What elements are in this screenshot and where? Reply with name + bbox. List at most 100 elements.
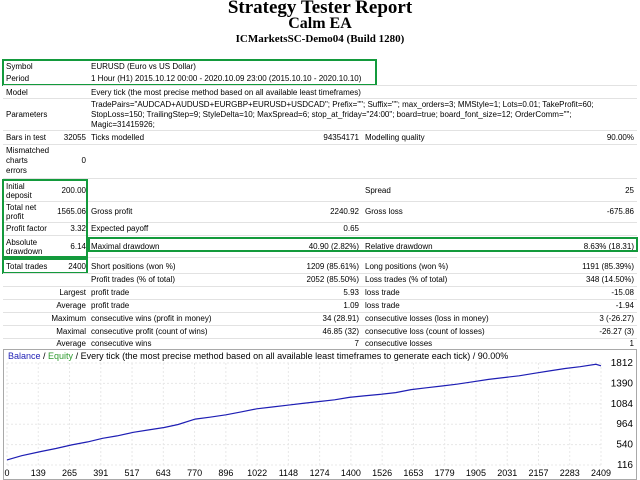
x-tick-label: 1400 [341,468,361,478]
net-profit-value: 1565.06 [57,207,86,216]
relative-drawdown-label: Relative drawdown [365,242,433,251]
average-label: Average [56,301,86,310]
total-trades-highlight-box [2,258,88,274]
deposit-label-2: deposit [6,191,32,200]
x-tick-label: 1779 [435,468,455,478]
profit-factor-label: Profit factor [6,224,47,233]
y-tick-label: 964 [616,419,633,430]
deposit-highlight-box [2,179,88,258]
x-tick-label: 139 [31,468,46,478]
settings-highlight-box [2,59,377,86]
max-consecutive-losses-label: consecutive losses (loss in money) [365,314,489,323]
absolute-drawdown-value: 6.14 [70,242,86,251]
drawdown-highlight-box [88,237,638,252]
y-tick-label: 1084 [611,399,634,410]
maximal-consecutive-profit-label: consecutive profit (count of wins) [91,327,208,336]
net-profit-label-2: profit [6,212,24,221]
y-tick-label: 1812 [611,358,634,369]
deposit-label-1: Initial [6,182,25,191]
average-consecutive-wins-value: 7 [354,339,359,348]
ticks-label: Ticks modelled [91,133,145,142]
gross-loss-value: -675.86 [606,207,634,216]
gross-profit-value: 2240.92 [330,207,359,216]
largest-profit-trade-label: profit trade [91,288,130,297]
bars-value: 32055 [63,133,86,142]
server-build: ICMarketsSC-Demo04 (Build 1280) [235,33,405,45]
balance-chart: 0 139 265 391 517 643 770 896 1022 1148 1274 1400 15… [3,349,637,480]
long-positions-label: Long positions (won %) [365,262,449,271]
net-profit-label-1: Total net [6,203,37,212]
parameters-line-2: StopLoss=150; TrailingStep=9; StyleDelta… [91,110,572,119]
gross-profit-label: Gross profit [91,207,133,216]
spread-label: Spread [365,186,391,195]
max-consecutive-wins-value: 34 (28.91) [322,314,359,323]
separator [3,312,637,313]
profit-factor-value: 3.32 [70,224,86,233]
expected-payoff-label: Expected payoff [91,224,149,233]
absolute-drawdown-label-1: Absolute [6,238,38,247]
x-tick-label: 1022 [247,468,267,478]
separator [3,98,637,99]
mismatch-value: 0 [81,156,86,165]
y-tick-label: 540 [616,440,633,451]
maximal-consecutive-loss-value: -26.27 (3) [599,327,634,336]
separator [3,273,637,274]
separator [3,325,637,326]
average-consecutive-losses-value: 1 [629,339,634,348]
separator [3,144,637,145]
largest-label: Largest [59,288,86,297]
spread-value: 25 [625,186,634,195]
symbol-value: EURUSD (Euro vs US Dollar) [91,62,196,71]
relative-drawdown-value: 8.63% (18.31) [583,242,634,251]
model-label: Model [6,88,28,97]
long-positions-value: 1191 (85.39%) [582,262,634,271]
average-loss-trade-value: -1.94 [615,301,634,310]
x-tick-label: 391 [93,468,108,478]
average-consecutive-wins-label: consecutive wins [91,339,152,348]
x-tick-label: 2409 [591,468,611,478]
x-tick-label: 265 [62,468,77,478]
x-tick-label: 1148 [279,468,298,478]
expected-payoff-value: 0.65 [343,224,359,233]
total-trades-label: Total trades [6,262,48,271]
y-tick-label: 1390 [611,378,634,389]
x-axis-ticks: 0 139 265 391 517 643 770 896 1022 1148 1274 1400 15… [4,468,611,478]
legend-equity: Equity [48,351,74,361]
ticks-value: 94354171 [323,133,359,142]
separator [3,85,637,86]
loss-trades-label: Loss trades (% of total) [365,275,448,284]
profit-trades-label: Profit trades (% of total) [91,275,176,284]
x-tick-label: 2283 [560,468,580,478]
largest-loss-trade-label: loss trade [365,288,400,297]
maximal-consecutive-loss-label: consecutive loss (count of losses) [365,327,485,336]
parameters-line-1: TradePairs="AUDCAD+AUDUSD+EURGBP+EURUSD+… [91,100,594,109]
absolute-drawdown-label-2: drawdown [6,247,43,256]
maximum-label: Maximum [51,314,86,323]
parameters-line-3: Magic=31415926; [91,120,155,129]
maximal-drawdown-value: 40.90 (2.82%) [308,242,359,251]
x-tick-label: 1526 [372,468,392,478]
gross-loss-label: Gross loss [365,207,403,216]
period-label: Period [6,74,30,83]
largest-profit-trade-value: 5.93 [343,288,359,297]
separator [3,257,637,258]
x-tick-label: 896 [218,468,233,478]
legend-separator: / [40,351,49,361]
y-axis-ticks: 1812 1390 1084 964 540 116 [611,358,634,471]
maximal-consecutive-profit-value: 46.85 (32) [322,327,359,336]
x-tick-label: 770 [187,468,202,478]
y-tick-label: 116 [617,460,633,471]
short-positions-label: Short positions (won %) [91,262,176,271]
mismatch-label-1: Mismatched [6,146,50,155]
x-tick-label: 2157 [528,468,548,478]
separator [3,178,637,179]
total-trades-value: 2400 [68,262,86,271]
average-consecutive-losses-label: consecutive losses [365,339,433,348]
symbol-label: Symbol [6,62,33,71]
average-consecutive-label: Average [56,339,86,348]
x-tick-label: 1274 [310,468,330,478]
x-tick-label: 1653 [403,468,423,478]
mismatch-label-2: charts [6,156,28,165]
average-loss-trade-label: loss trade [365,301,400,310]
x-tick-label: 517 [125,468,140,478]
